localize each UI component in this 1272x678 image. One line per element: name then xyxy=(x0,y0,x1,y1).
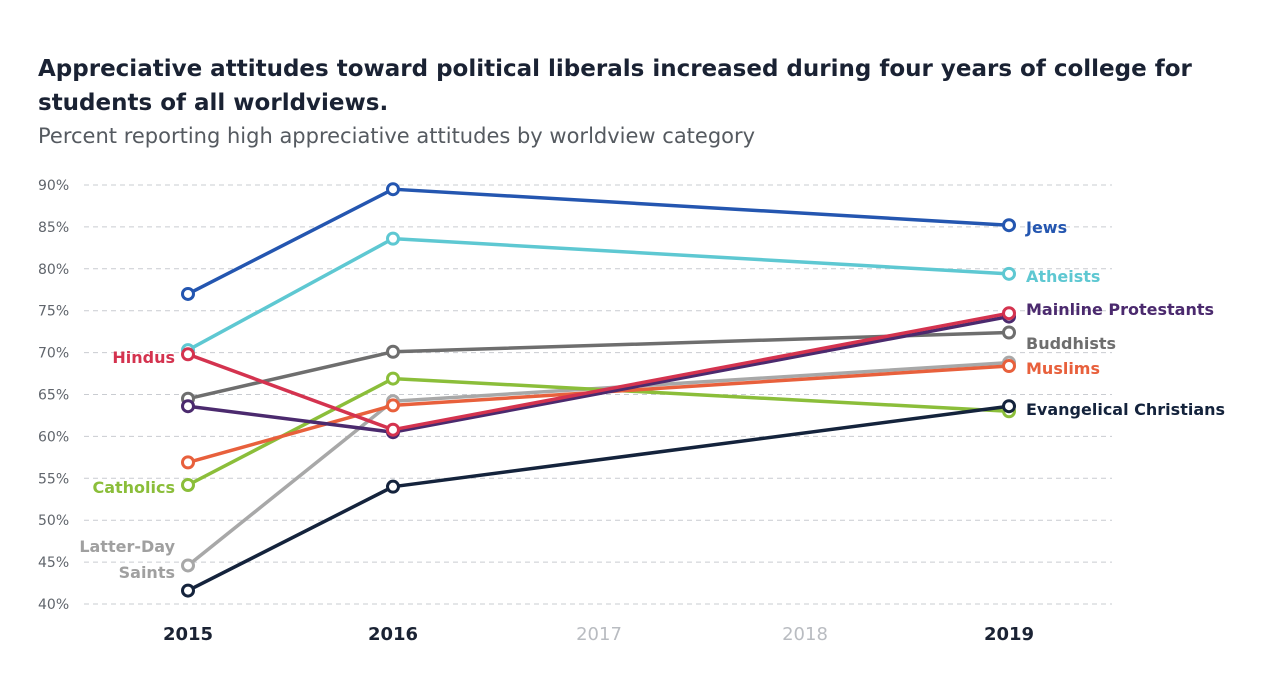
x-tick-label: 2015 xyxy=(163,624,213,645)
data-point-evangelical-christians xyxy=(1002,399,1016,414)
series-lines xyxy=(186,187,1011,593)
chart-subtitle: Percent reporting high appreciative atti… xyxy=(38,124,756,148)
series-line-atheists xyxy=(186,236,1011,352)
series-label-latter-day-saints: Saints xyxy=(119,563,175,582)
series-label-buddhists: Buddhists xyxy=(1026,334,1116,353)
data-point-jews xyxy=(386,182,400,197)
x-tick-label: 2016 xyxy=(368,624,418,645)
data-point-latter-day-saints xyxy=(181,558,195,573)
data-point-muslims xyxy=(1002,359,1016,374)
y-tick-label: 65% xyxy=(38,388,69,404)
data-point-muslims xyxy=(181,455,195,470)
data-point-atheists xyxy=(1002,266,1016,281)
data-point-muslims xyxy=(386,398,400,413)
data-point-evangelical-christians xyxy=(181,583,195,598)
series-line-muslims xyxy=(186,364,1011,465)
data-point-jews xyxy=(181,286,195,301)
y-tick-label: 70% xyxy=(38,346,69,362)
series-label-latter-day-saints: Latter-Day xyxy=(79,537,175,556)
data-point-mainline-protestants xyxy=(181,399,195,414)
data-point-hindus xyxy=(1002,306,1016,321)
series-line-evangelical-christians xyxy=(186,404,1011,593)
series-label-muslims: Muslims xyxy=(1026,359,1100,378)
y-tick-label: 40% xyxy=(38,597,69,613)
data-point-hindus xyxy=(181,347,195,362)
data-point-buddhists xyxy=(1002,325,1016,340)
x-axis-ticks: 2015 2016 2017 2018 2019 xyxy=(163,624,1034,645)
y-tick-label: 60% xyxy=(38,429,69,445)
series-line-jews xyxy=(186,187,1011,296)
y-tick-label: 85% xyxy=(38,220,69,236)
series-label-evangelical-christians: Evangelical Christians xyxy=(1026,400,1225,419)
data-point-atheists xyxy=(386,231,400,246)
series-label-catholics: Catholics xyxy=(92,478,175,497)
y-tick-label: 90% xyxy=(38,178,69,194)
y-tick-label: 45% xyxy=(38,555,69,571)
x-tick-label: 2017 xyxy=(576,624,622,645)
data-point-catholics xyxy=(386,371,400,386)
data-point-evangelical-christians xyxy=(386,479,400,494)
data-point-catholics xyxy=(181,478,195,493)
x-tick-label: 2019 xyxy=(984,624,1034,645)
series-label-hindus: Hindus xyxy=(112,348,175,367)
chart-title: Appreciative attitudes toward political … xyxy=(38,56,1192,116)
series-labels: Jews Atheists Mainline Protestants Buddhist… xyxy=(79,218,1225,582)
series-label-atheists: Atheists xyxy=(1026,267,1100,286)
y-tick-label: 75% xyxy=(38,304,69,320)
data-point-jews xyxy=(1002,218,1016,233)
y-axis-ticks: 90% 85% 80% 75% 70% 65% 60% 55% 50% 45% 40% xyxy=(38,178,69,613)
series-points xyxy=(181,182,1016,598)
y-tick-label: 55% xyxy=(38,471,69,487)
data-point-hindus xyxy=(386,422,400,437)
y-tick-label: 80% xyxy=(38,262,69,278)
gridlines xyxy=(84,184,1112,605)
y-tick-label: 50% xyxy=(38,513,69,529)
series-label-mainline-protestants: Mainline Protestants xyxy=(1026,300,1214,319)
series-label-jews: Jews xyxy=(1025,218,1067,237)
x-tick-label: 2018 xyxy=(782,624,828,645)
data-point-buddhists xyxy=(386,344,400,359)
